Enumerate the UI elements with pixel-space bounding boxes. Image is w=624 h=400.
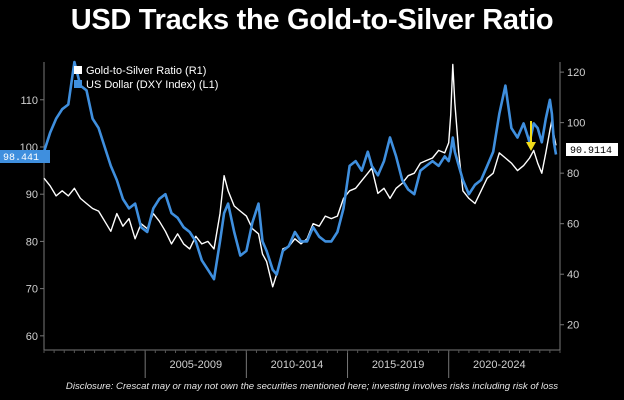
legend-swatch-gold-silver (74, 66, 82, 74)
right-tick-label: 120 (567, 67, 585, 79)
right-tick-label: 20 (567, 320, 579, 332)
right-tick-label: 100 (567, 118, 585, 130)
x-tick-label: 2015-2019 (372, 359, 425, 371)
left-tick-label: 90 (26, 189, 38, 201)
right-tick-label: 60 (567, 219, 579, 231)
right-tick-label: 80 (567, 168, 579, 180)
disclosure-text: Disclosure: Crescat may or may not own t… (65, 381, 559, 392)
last-value-left-bg (0, 150, 50, 163)
x-tick-label: 2010-2014 (271, 359, 324, 371)
last-value-left: 98.441 (3, 153, 39, 164)
legend-swatch-usd (74, 80, 82, 88)
right-tick-label: 40 (567, 269, 579, 281)
left-tick-label: 110 (20, 95, 38, 107)
legend: Gold-to-Silver Ratio (R1) US Dollar (DXY… (74, 65, 218, 91)
legend-label-gold-silver: Gold-to-Silver Ratio (R1) (86, 65, 206, 77)
last-value-right-bg (566, 143, 618, 156)
last-value-right: 90.9114 (570, 146, 612, 157)
chart-title: USD Tracks the Gold-to-Silver Ratio (70, 4, 554, 36)
gold-silver-ratio-line (43, 63, 557, 288)
down-arrow-icon (526, 121, 536, 151)
left-tick-label: 80 (26, 236, 38, 248)
legend-label-usd: US Dollar (DXY Index) (L1) (86, 79, 218, 91)
left-tick-label: 60 (26, 331, 38, 343)
x-tick-label: 2020-2024 (473, 359, 526, 371)
left-tick-label: 70 (26, 284, 38, 296)
usd-dxy-line (42, 60, 558, 281)
x-tick-label: 2005-2009 (169, 359, 222, 371)
